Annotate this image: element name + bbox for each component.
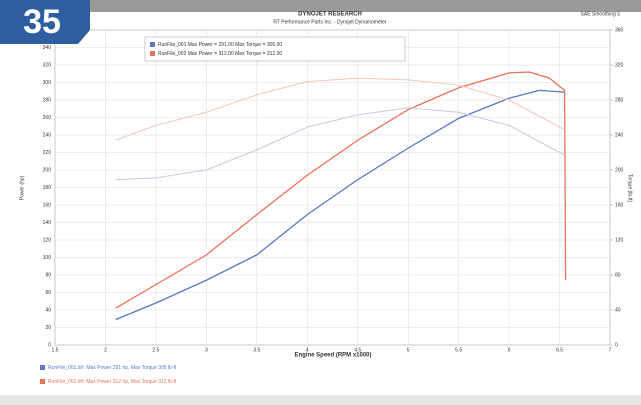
x-tick-label: 2 [104, 347, 107, 353]
legend-entry: RunFile_002 Max Power = 312.00 Max Torqu… [158, 51, 282, 57]
corner-note: SAE Smoothing 5 [581, 11, 621, 17]
y2-tick-label: 80 [615, 272, 621, 278]
y-tick-label: 220 [43, 150, 52, 156]
x-tick-label: 3.5 [253, 347, 260, 353]
y2-tick-label: 160 [615, 202, 624, 208]
x-tick-label: 2.5 [152, 347, 159, 353]
y-tick-label: 60 [45, 290, 51, 296]
y-tick-label: 240 [43, 132, 52, 138]
chart-title: DYNOJET RESEARCH [298, 12, 362, 18]
y-tick-label: 340 [43, 45, 52, 51]
footer-note: RunFile_002.drf: Max Power 312 hp, Max T… [48, 379, 177, 385]
x-axis-label: Engine Speed (RPM x1000) [294, 353, 371, 359]
y2-tick-label: 120 [615, 237, 624, 243]
footer-note: RunFile_001.drf: Max Power 291 hp, Max T… [48, 365, 177, 371]
y2-tick-label: 280 [615, 97, 624, 103]
y-tick-label: 320 [43, 62, 52, 68]
x-tick-label: 3 [205, 347, 208, 353]
x-tick-label: 6.5 [556, 347, 563, 353]
x-tick-label: 5 [407, 347, 410, 353]
page: {"badge": "35", "chart_data": { "type": … [0, 0, 641, 405]
y-tick-label: 180 [43, 185, 52, 191]
y-tick-label: 300 [43, 80, 52, 86]
legend-entry: RunFile_001 Max Power = 291.00 Max Torqu… [158, 42, 282, 48]
badge: 35 [0, 0, 90, 44]
y-tick-label: 40 [45, 307, 51, 313]
legend-box [145, 37, 405, 61]
y-tick-label: 80 [45, 272, 51, 278]
y2-tick-label: 240 [615, 132, 624, 138]
badge-text: 35 [23, 3, 61, 41]
y2-axis-label: Torque (lb-ft) [627, 174, 633, 203]
y-tick-label: 200 [43, 167, 52, 173]
x-tick-label: 1.5 [52, 347, 59, 353]
y2-tick-label: 200 [615, 167, 624, 173]
x-tick-label: 5.5 [455, 347, 462, 353]
y-tick-label: 140 [43, 220, 52, 226]
note-swatch [40, 379, 45, 384]
y2-tick-label: 360 [615, 27, 624, 33]
y2-tick-label: 40 [615, 307, 621, 313]
x-tick-label: 7 [609, 347, 612, 353]
chart: DYNOJET RESEARCH RT Performance Parts In… [0, 0, 641, 405]
photo-strip [0, 0, 641, 12]
photo-edge [0, 395, 641, 405]
y-tick-label: 260 [43, 115, 52, 121]
y2-tick-label: 0 [615, 342, 618, 348]
y-tick-label: 160 [43, 202, 52, 208]
legend-swatch [150, 51, 155, 56]
y-tick-label: 120 [43, 237, 52, 243]
chart-subtitle: RT Performance Parts Inc. - Dynojet Dyna… [273, 19, 387, 25]
y-tick-label: 280 [43, 97, 52, 103]
legend-swatch [150, 42, 155, 47]
x-tick-label: 6 [508, 347, 511, 353]
plot: 0204060801001201401601802002202402602803… [43, 27, 624, 353]
note-swatch [40, 365, 45, 370]
y-axis-label: Power (hp) [19, 175, 25, 200]
y-tick-label: 20 [45, 325, 51, 331]
y2-tick-label: 320 [615, 62, 624, 68]
y-tick-label: 100 [43, 255, 52, 261]
